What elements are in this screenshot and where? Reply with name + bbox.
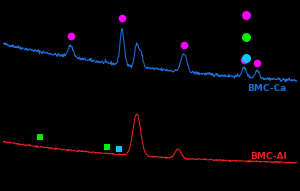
- Text: BMC-Al: BMC-Al: [250, 152, 287, 161]
- Text: BMC-Ca: BMC-Ca: [248, 84, 287, 93]
